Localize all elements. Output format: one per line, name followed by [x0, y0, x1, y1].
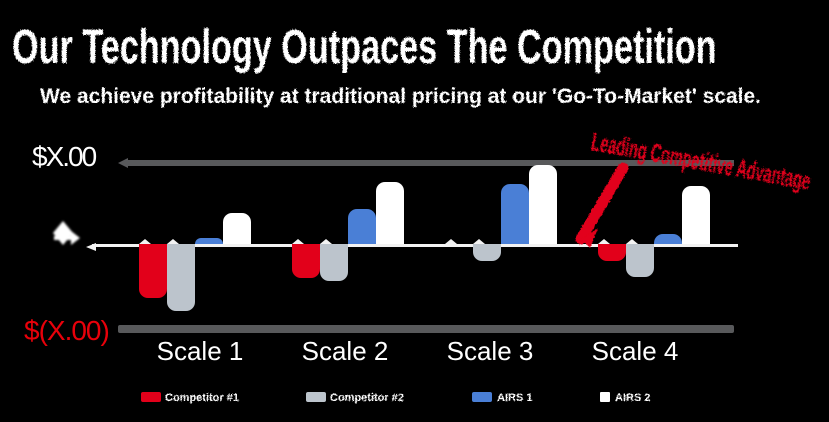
- svg-text:Our Technology Outpaces The Co: Our Technology Outpaces The Competition: [12, 19, 717, 73]
- svg-text:AIRS 1: AIRS 1: [497, 392, 532, 404]
- svg-text:Competitor #1: Competitor #1: [165, 392, 239, 404]
- svg-text:AIRS 2: AIRS 2: [615, 392, 650, 404]
- svg-text:We achieve profitability at tr: We achieve profitability at traditional …: [40, 85, 761, 108]
- svg-text:Competitor #2: Competitor #2: [330, 392, 404, 404]
